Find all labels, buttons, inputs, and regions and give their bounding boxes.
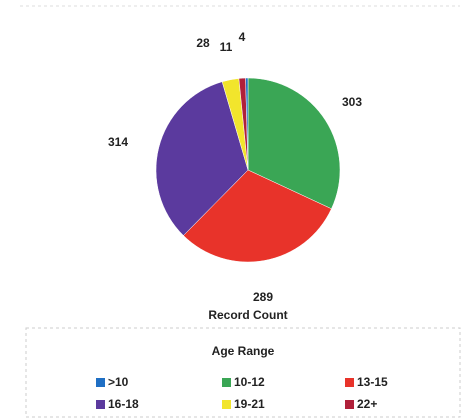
data-label: 289	[253, 290, 273, 304]
legend-label: 10-12	[234, 375, 265, 389]
legend-box	[25, 327, 461, 418]
pie-slice	[247, 77, 341, 210]
pie-slice	[155, 81, 249, 236]
legend-swatch	[222, 400, 231, 409]
legend-swatch	[96, 400, 105, 409]
data-label: 303	[342, 95, 362, 109]
legend-swatch	[345, 400, 354, 409]
legend-label: 13-15	[357, 375, 388, 389]
data-label: 11	[220, 40, 233, 54]
legend-swatch	[96, 378, 105, 387]
legend-label: 22+	[357, 397, 377, 411]
legend-label: >10	[108, 375, 129, 389]
pie-slice	[183, 169, 332, 263]
legend-swatch	[222, 378, 231, 387]
legend-label: 16-18	[108, 397, 139, 411]
value-label-title: Record Count	[208, 308, 287, 322]
legend-swatch	[345, 378, 354, 387]
data-label: 314	[108, 135, 128, 149]
legend-title: Age Range	[212, 344, 275, 358]
pie-slice	[245, 77, 249, 171]
data-label: 4	[239, 30, 246, 44]
data-label: 28	[196, 36, 210, 50]
legend-label: 19-21	[234, 397, 265, 411]
